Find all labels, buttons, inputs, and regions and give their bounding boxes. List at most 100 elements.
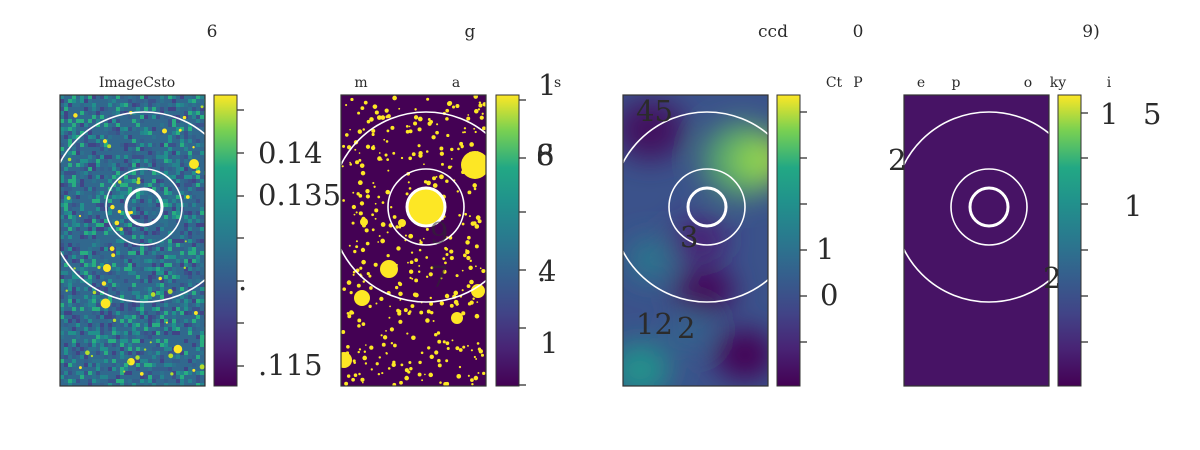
- noise-pixel: [80, 163, 84, 167]
- mask-blob: [473, 95, 479, 99]
- noise-pixel: [144, 231, 148, 235]
- noise-pixel: [196, 375, 200, 379]
- mask-blob: [358, 211, 363, 216]
- noise-pixel: [108, 271, 112, 275]
- noise-pixel: [168, 383, 172, 386]
- noise-pixel: [108, 279, 112, 283]
- noise-pixel: [72, 151, 76, 155]
- noise-pixel: [140, 227, 144, 231]
- noise-pixel: [132, 327, 136, 331]
- noise-pixel: [128, 171, 132, 175]
- noise-pixel: [88, 231, 92, 235]
- mask-blob: [353, 213, 356, 216]
- noise-pixel: [144, 103, 148, 107]
- mask-blob: [357, 180, 363, 186]
- noise-pixel: [132, 363, 136, 367]
- noise-pixel: [144, 183, 148, 187]
- mask-blob: [459, 141, 464, 146]
- mask-blob: [371, 228, 375, 232]
- noise-pixel: [176, 299, 180, 303]
- mask-blob: [472, 221, 477, 226]
- source-point: [103, 264, 111, 272]
- noise-pixel: [80, 263, 84, 267]
- noise-pixel: [60, 311, 64, 315]
- noise-pixel: [188, 111, 192, 115]
- noise-pixel: [72, 351, 76, 355]
- noise-pixel: [192, 215, 196, 219]
- noise-pixel: [116, 171, 120, 175]
- noise-pixel: [140, 319, 144, 323]
- noise-pixel: [112, 131, 116, 135]
- mask-blob: [472, 297, 475, 300]
- noise-pixel: [156, 267, 160, 271]
- noise-pixel: [152, 199, 156, 203]
- mask-blob: [357, 324, 361, 328]
- noise-pixel: [188, 275, 192, 279]
- noise-pixel: [64, 199, 68, 203]
- noise-pixel: [80, 307, 84, 311]
- noise-pixel: [132, 227, 136, 231]
- noise-pixel: [120, 367, 124, 371]
- noise-pixel: [152, 275, 156, 279]
- mask-blob: [365, 194, 371, 199]
- mask-blob: [347, 314, 352, 319]
- noise-pixel: [92, 359, 96, 363]
- noise-pixel: [124, 215, 128, 219]
- noise-pixel: [140, 331, 144, 335]
- noise-pixel: [188, 331, 192, 335]
- noise-pixel: [72, 171, 76, 175]
- noise-pixel: [180, 251, 184, 255]
- noise-pixel: [120, 239, 124, 243]
- noise-pixel: [100, 255, 104, 259]
- mask-blob: [474, 224, 480, 229]
- noise-pixel: [96, 315, 100, 319]
- panel-2-image: [341, 95, 486, 386]
- noise-pixel: [76, 243, 80, 247]
- noise-pixel: [164, 191, 168, 195]
- noise-pixel: [112, 231, 116, 235]
- noise-pixel: [88, 263, 92, 267]
- mask-blob: [444, 261, 447, 265]
- noise-pixel: [64, 375, 68, 379]
- noise-pixel: [180, 235, 184, 239]
- mask-blob: [476, 301, 479, 303]
- noise-pixel: [88, 155, 92, 159]
- noise-pixel: [132, 171, 136, 175]
- noise-pixel: [196, 319, 200, 323]
- noise-pixel: [120, 255, 124, 259]
- noise-pixel: [180, 287, 184, 291]
- noise-pixel: [172, 163, 176, 167]
- mask-blob: [386, 129, 390, 133]
- panel-1-image: [60, 95, 205, 386]
- noise-pixel: [172, 359, 176, 363]
- noise-pixel: [156, 283, 160, 287]
- noise-pixel: [124, 371, 128, 375]
- noise-pixel: [140, 279, 144, 283]
- noise-pixel: [172, 355, 176, 359]
- noise-pixel: [60, 375, 64, 379]
- mask-blob: [377, 241, 380, 243]
- mask-blob: [368, 304, 372, 309]
- panel-1-cbar-label-2: 0.135: [258, 178, 341, 212]
- noise-pixel: [80, 231, 84, 235]
- noise-pixel: [144, 227, 148, 231]
- noise-pixel: [200, 223, 204, 227]
- source-point: [184, 240, 187, 243]
- noise-pixel: [176, 379, 180, 383]
- noise-pixel: [124, 315, 128, 319]
- noise-pixel: [140, 315, 144, 319]
- noise-pixel: [116, 111, 120, 115]
- noise-pixel: [160, 255, 164, 259]
- noise-pixel: [60, 251, 64, 255]
- noise-pixel: [188, 247, 192, 251]
- noise-pixel: [68, 147, 72, 151]
- noise-pixel: [60, 191, 64, 195]
- noise-pixel: [80, 371, 84, 375]
- noise-pixel: [108, 367, 112, 371]
- noise-pixel: [104, 147, 108, 151]
- mask-blob: [466, 284, 471, 289]
- mask-blob: [352, 191, 355, 194]
- mask-blob: [364, 362, 368, 365]
- noise-pixel: [196, 183, 200, 187]
- noise-pixel: [180, 371, 184, 375]
